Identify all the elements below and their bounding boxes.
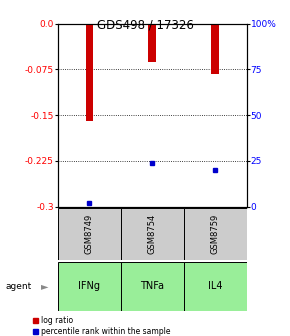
Legend: log ratio, percentile rank within the sample: log ratio, percentile rank within the sa… xyxy=(33,316,171,336)
Bar xyxy=(184,262,246,311)
Text: ►: ► xyxy=(41,281,49,291)
Text: IFNg: IFNg xyxy=(78,282,100,291)
Text: GSM8759: GSM8759 xyxy=(211,214,220,254)
Bar xyxy=(58,208,121,260)
Text: GSM8749: GSM8749 xyxy=(85,214,94,254)
Text: agent: agent xyxy=(6,282,32,291)
Text: IL4: IL4 xyxy=(208,282,222,291)
Text: TNFa: TNFa xyxy=(140,282,164,291)
Bar xyxy=(121,208,184,260)
Bar xyxy=(184,208,246,260)
Bar xyxy=(148,24,156,62)
Bar xyxy=(121,262,184,311)
Bar xyxy=(211,24,219,74)
Text: GSM8754: GSM8754 xyxy=(148,214,157,254)
Text: GDS498 / 17326: GDS498 / 17326 xyxy=(97,18,193,32)
Bar xyxy=(58,262,121,311)
Bar xyxy=(86,24,93,121)
